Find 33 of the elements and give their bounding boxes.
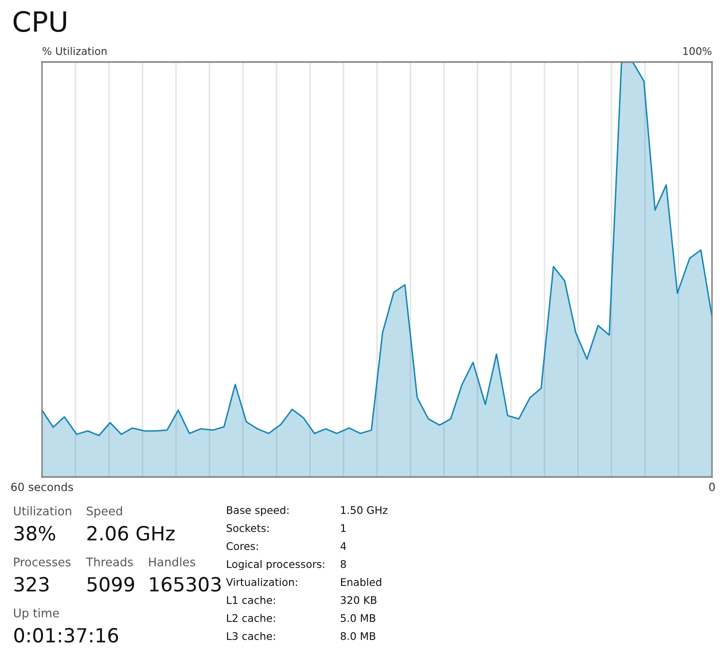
chart-title: CPU <box>14 11 66 32</box>
text: 0:01:37:16 <box>14 628 118 643</box>
text: 320 KB <box>340 596 376 604</box>
text: L2 cache: <box>227 614 275 622</box>
x-tick-label: 0 <box>709 482 715 492</box>
text: L1 cache: <box>227 596 275 604</box>
text: 5.0 MB <box>340 614 376 622</box>
text: 5099 <box>88 576 134 592</box>
text: Enabled <box>341 578 382 586</box>
text: 2.06 GHz <box>87 526 175 541</box>
text: 100% <box>683 47 712 56</box>
text: Cores: <box>226 542 258 550</box>
text: Handles <box>149 557 196 566</box>
text: 165303 <box>150 576 221 592</box>
text: 1 <box>341 524 346 532</box>
text: Threads <box>86 557 133 566</box>
text: Sockets: <box>226 524 269 532</box>
text: 4 <box>340 542 346 550</box>
text: Virtualization: <box>226 578 298 586</box>
text: Base speed: <box>227 506 288 516</box>
text: L3 cache: <box>227 632 275 640</box>
y-axis-title: % Utilization <box>42 46 107 56</box>
text: 8 <box>340 560 346 568</box>
x-tick-label: 60 seconds <box>11 482 73 492</box>
text: Up time <box>14 608 59 620</box>
text: 8.0 MB <box>340 632 376 640</box>
text: Speed <box>86 506 122 518</box>
text: Logical processors: <box>227 560 324 570</box>
text: 1.50 GHz <box>341 506 388 514</box>
text: Processes <box>14 558 71 566</box>
text: Utilization <box>14 506 72 516</box>
text: 38% <box>14 526 56 541</box>
text: 323 <box>14 576 49 592</box>
